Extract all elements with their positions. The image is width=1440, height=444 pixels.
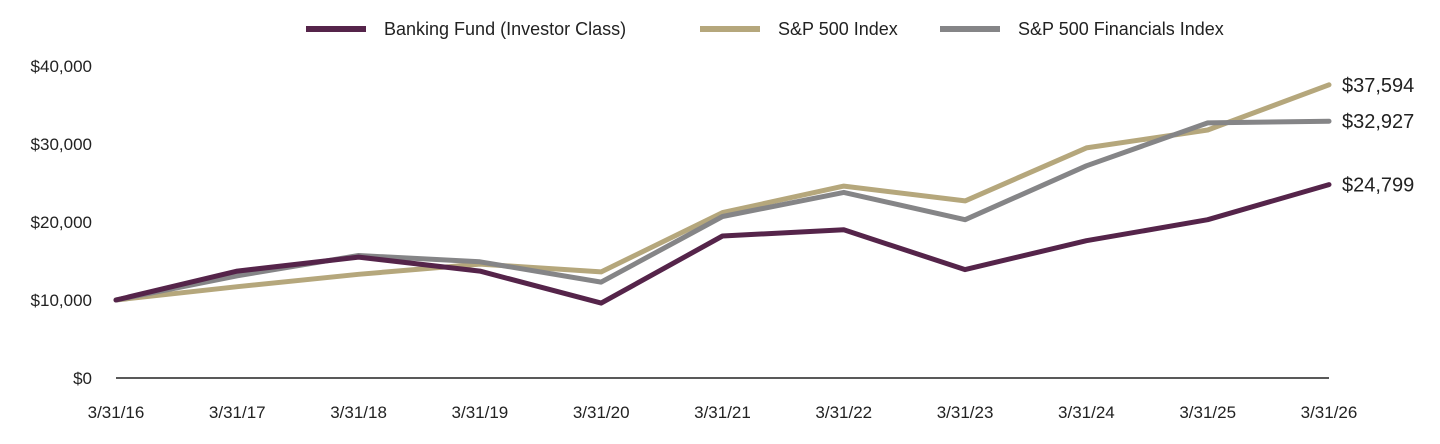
x-tick-label: 3/31/24 (1058, 403, 1115, 422)
y-tick-label: $0 (73, 369, 92, 388)
y-tick-label: $20,000 (31, 213, 92, 232)
legend-label-banking-fund: Banking Fund (Investor Class) (384, 19, 626, 39)
x-tick-label: 3/31/21 (694, 403, 751, 422)
end-value-label-s-p-500-financials-index: $32,927 (1342, 111, 1414, 133)
end-labels: $24,799 $37,594 $32,927 (1342, 75, 1414, 197)
x-tick-label: 3/31/16 (88, 403, 145, 422)
legend-item-sp500: S&P 500 Index (700, 19, 898, 39)
y-tick-label: $30,000 (31, 135, 92, 154)
series-line-s-p-500-index (113, 82, 1332, 303)
y-tick-label: $40,000 (31, 57, 92, 76)
x-tick-label: 3/31/23 (937, 403, 994, 422)
x-tick-label: 3/31/22 (815, 403, 872, 422)
x-tick-label: 3/31/19 (452, 403, 509, 422)
x-tick-label: 3/31/20 (573, 403, 630, 422)
legend: Banking Fund (Investor Class) S&P 500 In… (306, 19, 1224, 39)
legend-label-sp500-financials: S&P 500 Financials Index (1018, 19, 1224, 39)
x-axis-labels: 3/31/16 3/31/17 3/31/18 3/31/19 3/31/20 3/31/… (88, 403, 1358, 422)
x-tick-label: 3/31/17 (209, 403, 266, 422)
legend-item-sp500-financials: S&P 500 Financials Index (940, 19, 1224, 39)
x-tick-label: 3/31/26 (1301, 403, 1358, 422)
x-tick-label: 3/31/18 (330, 403, 387, 422)
y-axis-labels: $0 $10,000 $20,000 $30,000 $40,000 (31, 57, 92, 388)
end-value-label-s-p-500-index: $37,594 (1342, 75, 1414, 97)
series-line-banking-fund-investor-class (113, 182, 1332, 306)
series-lines (113, 82, 1332, 306)
legend-item-banking-fund: Banking Fund (Investor Class) (306, 19, 626, 39)
legend-label-sp500: S&P 500 Index (778, 19, 898, 39)
y-tick-label: $10,000 (31, 291, 92, 310)
end-value-label-banking-fund-investor-class: $24,799 (1342, 175, 1414, 197)
x-tick-label: 3/31/25 (1179, 403, 1236, 422)
